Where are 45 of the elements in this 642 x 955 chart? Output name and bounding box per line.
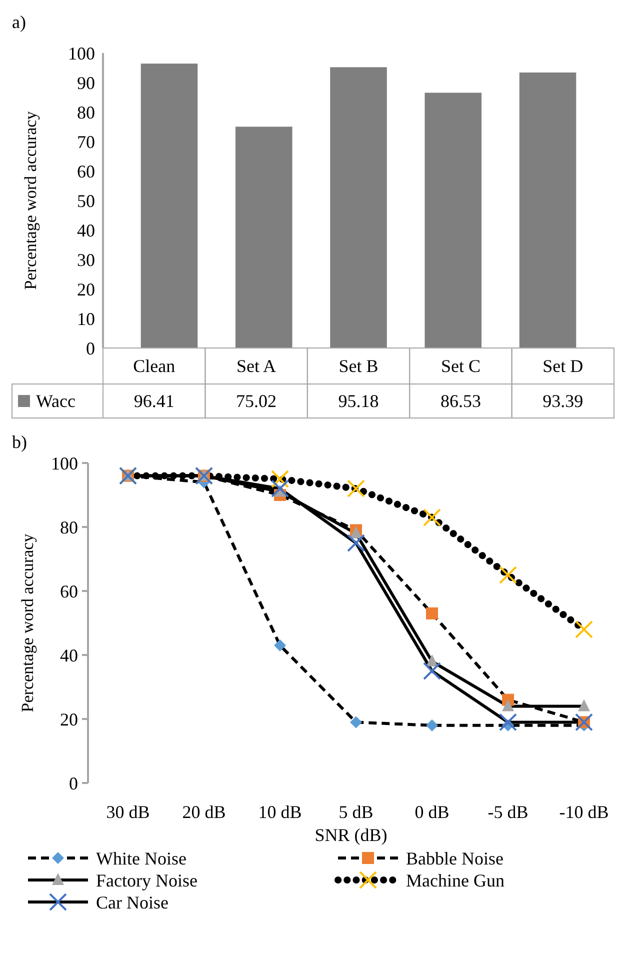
- x-tick-label: Set A: [236, 356, 276, 376]
- data-label: 75.02: [236, 391, 277, 411]
- y-tick-label: 40: [77, 220, 95, 240]
- chart-title: b): [12, 432, 27, 452]
- y-tick-label: 10: [77, 308, 95, 329]
- y-tick-label: 0: [69, 773, 78, 794]
- legend-label: Wacc: [36, 391, 76, 411]
- x-tick-label: Set B: [338, 356, 378, 376]
- y-tick-label: 70: [77, 132, 95, 152]
- y-tick-label: 100: [51, 453, 78, 474]
- y-tick-label: 100: [68, 43, 95, 64]
- y-tick-label: 90: [77, 72, 95, 93]
- x-tick-label: Set C: [440, 356, 480, 376]
- y-tick-label: 60: [77, 161, 95, 182]
- x-tick-label: -10 dB: [559, 802, 609, 822]
- data-label: 95.18: [338, 391, 379, 411]
- data-label: 96.41: [134, 391, 174, 411]
- x-tick-label: Clean: [133, 356, 176, 376]
- legend-label: Machine Gun: [406, 870, 504, 890]
- y-axis-title: Percentage word accuracy: [18, 533, 37, 712]
- legend-label: Factory Noise: [96, 870, 198, 890]
- chart-title: a): [12, 12, 26, 32]
- legend-label: White Noise: [96, 848, 186, 868]
- y-tick-label: 50: [77, 190, 95, 211]
- y-tick-label: 80: [60, 517, 78, 538]
- y-tick-label: 40: [60, 645, 78, 666]
- y-tick-label: 30: [77, 250, 95, 270]
- x-tick-label: -5 dB: [488, 802, 528, 822]
- y-tick-label: 20: [60, 709, 78, 730]
- x-axis-title: SNR (dB): [314, 825, 388, 845]
- y-tick-label: 60: [60, 581, 78, 602]
- legend-label: Babble Noise: [406, 848, 504, 868]
- x-tick-label: Set D: [542, 356, 584, 376]
- y-axis-title: Percentage word accuracy: [21, 110, 40, 290]
- x-tick-label: 0 dB: [414, 802, 450, 822]
- y-tick-label: 0: [86, 338, 95, 358]
- x-tick-label: 30 dB: [106, 802, 150, 822]
- x-tick-label: 20 dB: [182, 802, 226, 822]
- y-tick-label: 20: [77, 279, 95, 300]
- y-tick-label: 80: [77, 102, 95, 122]
- x-tick-label: 5 dB: [338, 802, 374, 822]
- data-label: 93.39: [542, 391, 584, 411]
- x-tick-label: 10 dB: [258, 802, 302, 822]
- legend-label: Car Noise: [96, 892, 168, 912]
- data-label: 86.53: [440, 391, 481, 411]
